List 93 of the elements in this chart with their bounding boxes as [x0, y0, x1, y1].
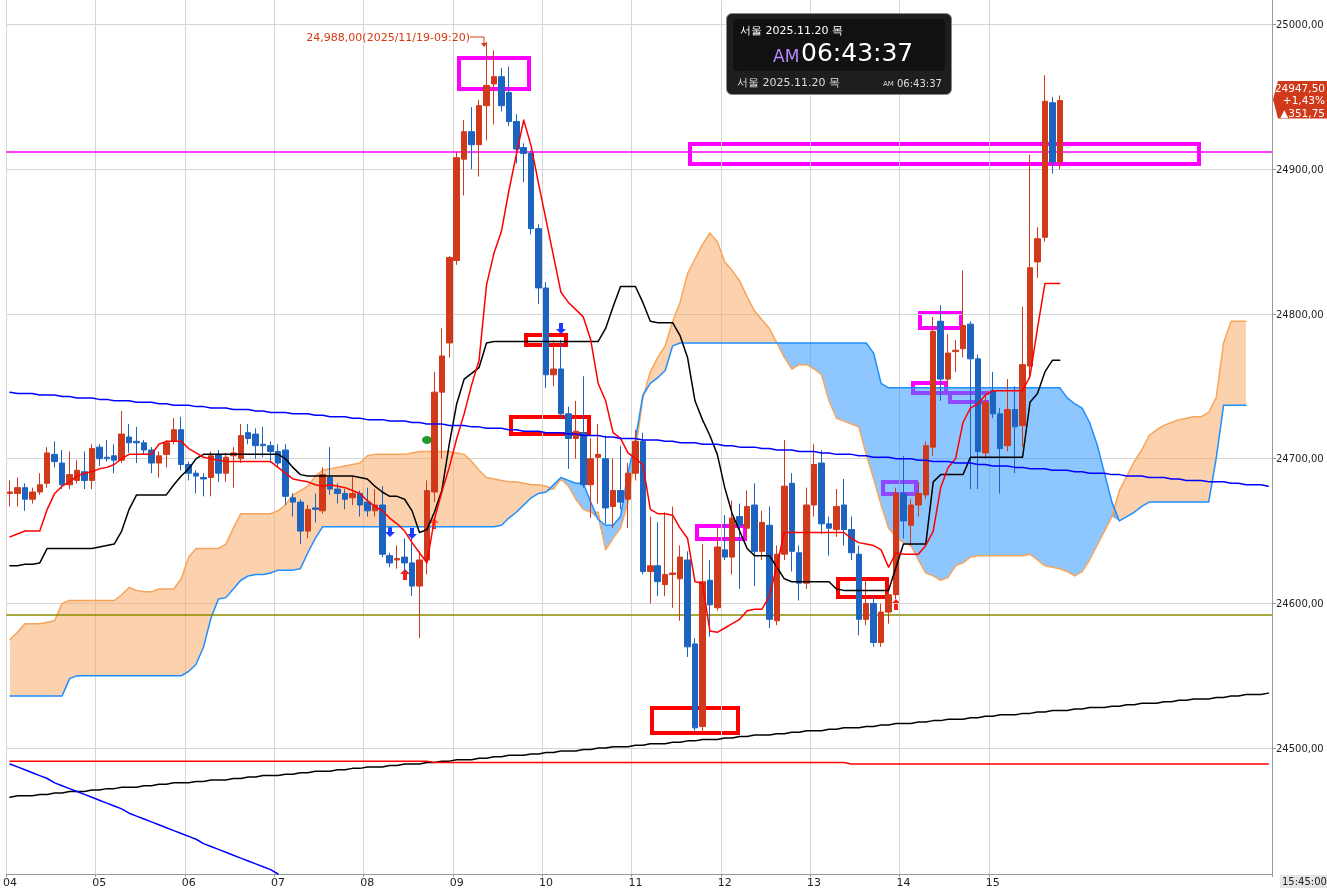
- candlestick: [722, 514, 728, 561]
- candlestick: [789, 472, 795, 573]
- candlestick: [640, 432, 646, 575]
- candlestick: [744, 490, 750, 539]
- x-tick-label: 15: [985, 876, 1000, 889]
- candlestick: [305, 504, 311, 539]
- candlestick: [766, 505, 773, 629]
- candlestick: [118, 410, 125, 464]
- candlestick: [349, 475, 356, 506]
- candlestick: [468, 106, 475, 170]
- x-tick-label: 13: [807, 876, 822, 889]
- candlestick: [1049, 96, 1056, 175]
- candlestick: [156, 450, 162, 479]
- candlestick: [51, 440, 58, 468]
- candlestick: [22, 482, 28, 512]
- candlestick: [550, 339, 557, 387]
- y-tick-label: 24900,00: [1276, 163, 1324, 175]
- candlestick: [781, 439, 788, 561]
- annotation: AM: [773, 46, 800, 66]
- candlestick: [833, 488, 840, 538]
- candlestick: [416, 550, 423, 639]
- x-tick-label: 06: [181, 876, 196, 889]
- candlestick: [982, 393, 989, 460]
- candlestick: [707, 559, 713, 638]
- candlestick: [319, 466, 326, 515]
- y-tick-label: 24500,00: [1276, 742, 1324, 754]
- candlestick: [171, 417, 177, 445]
- candlestick: [200, 472, 207, 497]
- annotation: 24,988,00(2025/11/19-09:20): [306, 30, 470, 44]
- y-tick-label: 24600,00: [1276, 597, 1324, 609]
- line-series: [9, 119, 1061, 634]
- candlestick: [736, 503, 743, 590]
- candlestick: [573, 400, 579, 460]
- price-tag: 24947,50 +1,43% ▲351,75: [1273, 80, 1327, 119]
- candlestick: [312, 492, 319, 523]
- candlestick: [580, 375, 587, 489]
- x-tick-label: 07: [271, 876, 286, 889]
- annotation: 06:43:37: [801, 38, 914, 68]
- candlestick: [751, 482, 758, 587]
- candlestick: [796, 545, 802, 602]
- candlestick: [900, 455, 907, 539]
- candlestick: [960, 270, 966, 358]
- candlestick: [1004, 378, 1011, 452]
- candlestick: [491, 50, 497, 125]
- candlestick: [386, 552, 393, 568]
- candlestick: [44, 446, 50, 489]
- y-tick-label: 25000,00: [1276, 19, 1324, 31]
- x-tick-label: 11: [628, 876, 643, 889]
- x-tick-label: 12: [717, 876, 732, 889]
- candlestick: [394, 545, 400, 570]
- candlestick: [1034, 226, 1041, 279]
- annotation: 서울 2025.11.20 목: [737, 76, 840, 90]
- candlestick: [163, 439, 170, 468]
- candlestick: [59, 449, 65, 490]
- x-tick-label: 09: [449, 876, 464, 889]
- candlestick: [1012, 385, 1018, 474]
- x-tick-label: 14: [896, 876, 911, 889]
- line-series: [9, 285, 1061, 592]
- x-tick-label: 04: [2, 876, 17, 889]
- candlestick: [945, 333, 951, 387]
- candlestick: [208, 450, 214, 497]
- candlestick: [587, 437, 594, 519]
- y-tick-label: 24700,00: [1276, 453, 1324, 465]
- candlestick: [610, 458, 616, 529]
- candlestick: [1057, 95, 1063, 170]
- candlestick: [654, 521, 661, 597]
- candlestick: [759, 510, 765, 561]
- candlestick: [647, 516, 654, 604]
- candlestick: [863, 576, 869, 626]
- x-tick-label: 05: [92, 876, 107, 889]
- line-series: [9, 391, 1270, 487]
- y-tick-label: 24800,00: [1276, 308, 1324, 320]
- candlestick: [602, 435, 609, 525]
- candlestick: [699, 543, 706, 733]
- candlestick: [856, 545, 862, 636]
- time-tag: 15:45:00: [1280, 875, 1327, 888]
- x-tick-label: 08: [360, 876, 375, 889]
- candlestick: [223, 452, 229, 483]
- annotation: 06:43:37: [897, 77, 942, 90]
- candlestick: [870, 595, 877, 648]
- candlestick: [617, 445, 624, 510]
- candlestick: [89, 443, 95, 490]
- candlestick: [595, 423, 601, 505]
- line-series: [9, 763, 279, 875]
- candlestick: [729, 500, 735, 575]
- candlestick: [379, 485, 386, 558]
- candlestick: [714, 527, 721, 612]
- candlestick: [1042, 74, 1048, 243]
- x-tick-label: 10: [539, 876, 554, 889]
- candlestick: [937, 304, 944, 402]
- annotation: 서울 2025.11.20 목: [740, 24, 843, 38]
- candlestick: [952, 339, 959, 373]
- line-series: [9, 692, 1270, 799]
